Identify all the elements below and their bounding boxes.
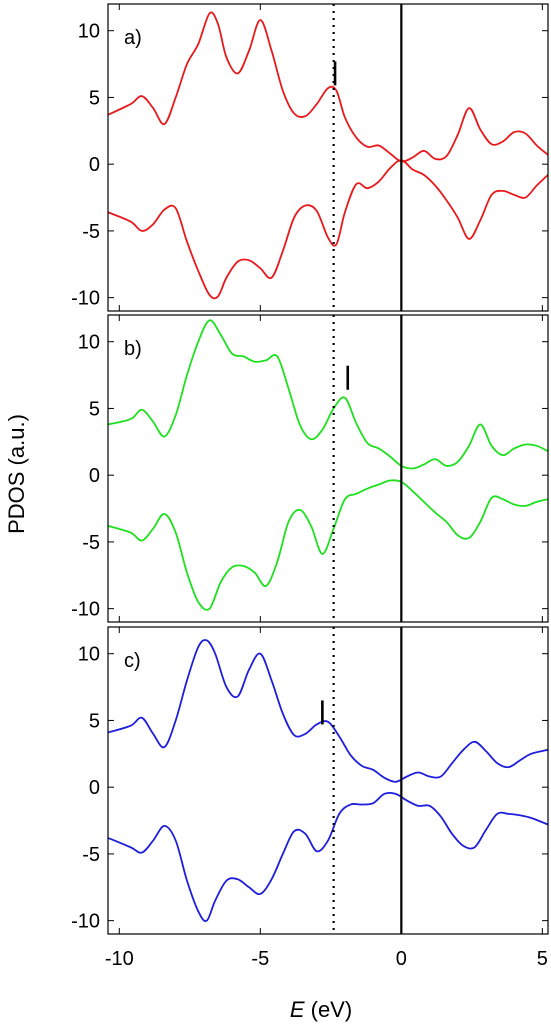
x-tick-label: 0 <box>396 948 407 970</box>
y-tick-label: 5 <box>89 398 100 420</box>
panels: -10 -5 0 5 10 a) -10 -5 0 5 10 b) -10 -5 0 5 10 -10 -5 0 5 c) <box>71 3 549 970</box>
x-tick-label: -10 <box>105 948 134 970</box>
panel-label: c) <box>124 650 141 672</box>
panel-c: -10 -5 0 5 10 -10 -5 0 5 c) <box>71 626 549 970</box>
series-group <box>108 11 548 300</box>
panel-a: -10 -5 0 5 10 a) <box>71 3 549 312</box>
series-line-lower <box>108 159 548 300</box>
series-line-upper <box>108 319 548 470</box>
y-tick-label: 5 <box>89 710 100 732</box>
y-tick-label: -5 <box>82 221 100 243</box>
y-tick-label: 0 <box>89 154 100 176</box>
x-tick-label: 5 <box>537 948 548 970</box>
series-line-lower <box>108 791 548 922</box>
series-group <box>108 639 548 922</box>
panel-b: -10 -5 0 5 10 b) <box>71 314 549 623</box>
y-tick-label: 10 <box>78 332 100 354</box>
series-line-upper <box>108 11 548 163</box>
panel-label: a) <box>124 27 142 49</box>
x-axis-label-unit: (eV) <box>305 997 353 1022</box>
x-tick-label: -5 <box>251 948 269 970</box>
y-axis-label: PDOS (a.u.) <box>4 414 29 534</box>
x-axis-label: E (eV) <box>290 997 352 1022</box>
y-tick-label: 5 <box>89 87 100 109</box>
series-line-lower <box>108 479 548 611</box>
series-group <box>108 319 548 611</box>
y-tick-label: -5 <box>82 844 100 866</box>
y-tick-label: 0 <box>89 777 100 799</box>
series-line-upper <box>108 639 548 783</box>
y-tick-label: 10 <box>78 644 100 666</box>
x-axis-label-symbol: E <box>290 997 305 1022</box>
panel-frame <box>107 626 549 935</box>
panel-frame <box>107 3 549 312</box>
y-tick-label: -10 <box>71 288 100 310</box>
y-tick-label: -10 <box>71 599 100 621</box>
y-tick-label: 0 <box>89 465 100 487</box>
panel-frame <box>107 314 549 623</box>
y-tick-label: 10 <box>78 21 100 43</box>
y-tick-label: -10 <box>71 911 100 933</box>
panel-label: b) <box>124 338 142 360</box>
y-tick-label: -5 <box>82 532 100 554</box>
